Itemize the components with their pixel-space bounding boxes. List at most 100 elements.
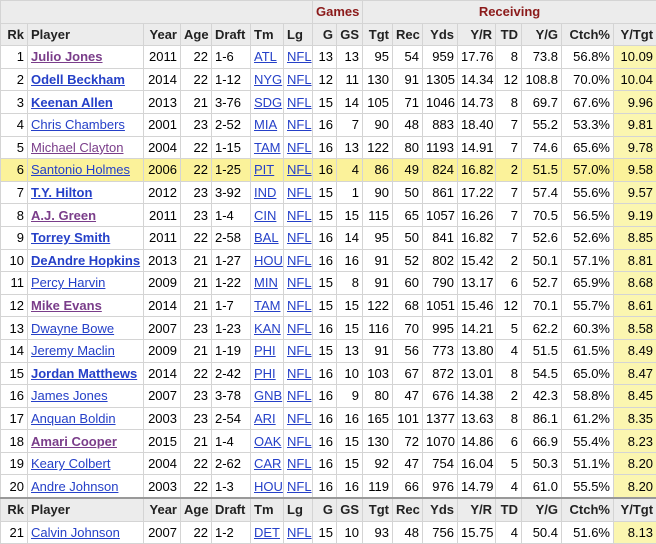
column-header[interactable]: Age: [181, 23, 212, 46]
player-link[interactable]: James Jones: [31, 388, 108, 403]
player-link[interactable]: A.J. Green: [31, 208, 96, 223]
column-header[interactable]: Age: [181, 498, 212, 521]
player-link[interactable]: Percy Harvin: [31, 275, 105, 290]
league-link[interactable]: NFL: [287, 298, 312, 313]
column-header[interactable]: Year: [144, 498, 181, 521]
column-header[interactable]: TD: [496, 498, 522, 521]
league-link[interactable]: NFL: [287, 117, 312, 132]
column-header[interactable]: Rec: [393, 498, 423, 521]
column-header[interactable]: Y/Tgt: [614, 23, 656, 46]
player-link[interactable]: Michael Clayton: [31, 140, 124, 155]
team-link[interactable]: HOU: [254, 253, 283, 268]
league-link[interactable]: NFL: [287, 162, 312, 177]
player-link[interactable]: Torrey Smith: [31, 230, 110, 245]
column-header[interactable]: Rk: [1, 23, 28, 46]
team-link[interactable]: HOU: [254, 479, 283, 494]
team-link[interactable]: NYG: [254, 72, 282, 87]
column-header[interactable]: Y/G: [522, 23, 562, 46]
column-header[interactable]: G: [313, 498, 337, 521]
league-link[interactable]: NFL: [287, 434, 312, 449]
column-header[interactable]: Lg: [284, 498, 313, 521]
player-link[interactable]: Keenan Allen: [31, 95, 113, 110]
team-link[interactable]: KAN: [254, 321, 281, 336]
team-link[interactable]: PHI: [254, 366, 276, 381]
column-header[interactable]: GS: [337, 23, 363, 46]
team-link[interactable]: ARI: [254, 411, 276, 426]
column-header[interactable]: Y/R: [458, 498, 496, 521]
column-header[interactable]: Rk: [1, 498, 28, 521]
league-link[interactable]: NFL: [287, 208, 312, 223]
cell: 2013: [144, 91, 181, 114]
player-link[interactable]: Dwayne Bowe: [31, 321, 114, 336]
league-link[interactable]: NFL: [287, 95, 312, 110]
column-header[interactable]: GS: [337, 498, 363, 521]
league-link[interactable]: NFL: [287, 479, 312, 494]
player-link[interactable]: Mike Evans: [31, 298, 102, 313]
column-header[interactable]: G: [313, 23, 337, 46]
player-link[interactable]: Anquan Boldin: [31, 411, 116, 426]
cell: 773: [423, 339, 458, 362]
league-link[interactable]: NFL: [287, 366, 312, 381]
player-link[interactable]: Andre Johnson: [31, 479, 118, 494]
team-link[interactable]: CIN: [254, 208, 276, 223]
team-link[interactable]: DET: [254, 525, 280, 540]
league-link[interactable]: NFL: [287, 343, 312, 358]
team-link[interactable]: MIN: [254, 275, 278, 290]
team-link[interactable]: CAR: [254, 456, 281, 471]
league-link[interactable]: NFL: [287, 321, 312, 336]
league-link[interactable]: NFL: [287, 185, 312, 200]
league-link[interactable]: NFL: [287, 275, 312, 290]
column-header[interactable]: TD: [496, 23, 522, 46]
player-link[interactable]: DeAndre Hopkins: [31, 253, 140, 268]
column-header[interactable]: Yds: [423, 498, 458, 521]
team-link[interactable]: PHI: [254, 343, 276, 358]
league-link[interactable]: NFL: [287, 411, 312, 426]
league-link[interactable]: NFL: [287, 230, 312, 245]
player-link[interactable]: Amari Cooper: [31, 434, 117, 449]
team-link[interactable]: TAM: [254, 298, 280, 313]
player-link[interactable]: Odell Beckham: [31, 72, 125, 87]
league-link[interactable]: NFL: [287, 72, 312, 87]
column-header[interactable]: Y/Tgt: [614, 498, 656, 521]
column-header[interactable]: Player: [28, 498, 144, 521]
player-link[interactable]: Calvin Johnson: [31, 525, 120, 540]
cell: 16: [313, 113, 337, 136]
league-link[interactable]: NFL: [287, 140, 312, 155]
team-link[interactable]: BAL: [254, 230, 279, 245]
league-link[interactable]: NFL: [287, 456, 312, 471]
player-link[interactable]: Santonio Holmes: [31, 162, 130, 177]
column-header[interactable]: Year: [144, 23, 181, 46]
team-link[interactable]: MIA: [254, 117, 277, 132]
league-link[interactable]: NFL: [287, 388, 312, 403]
column-header[interactable]: Tm: [251, 23, 284, 46]
column-header[interactable]: Rec: [393, 23, 423, 46]
column-header[interactable]: Ctch%: [562, 498, 614, 521]
column-header[interactable]: Tgt: [363, 498, 393, 521]
column-header[interactable]: Tgt: [363, 23, 393, 46]
team-link[interactable]: IND: [254, 185, 276, 200]
team-link[interactable]: OAK: [254, 434, 281, 449]
player-link[interactable]: Chris Chambers: [31, 117, 125, 132]
league-link[interactable]: NFL: [287, 253, 312, 268]
player-link[interactable]: Keary Colbert: [31, 456, 110, 471]
column-header[interactable]: Draft: [212, 23, 251, 46]
column-header[interactable]: Y/R: [458, 23, 496, 46]
column-header[interactable]: Tm: [251, 498, 284, 521]
player-link[interactable]: Jeremy Maclin: [31, 343, 115, 358]
team-link[interactable]: ATL: [254, 49, 277, 64]
team-link[interactable]: TAM: [254, 140, 280, 155]
team-link[interactable]: PIT: [254, 162, 274, 177]
column-header[interactable]: Lg: [284, 23, 313, 46]
team-link[interactable]: SDG: [254, 95, 282, 110]
league-link[interactable]: NFL: [287, 49, 312, 64]
player-link[interactable]: T.Y. Hilton: [31, 185, 92, 200]
column-header[interactable]: Ctch%: [562, 23, 614, 46]
player-link[interactable]: Julio Jones: [31, 49, 103, 64]
column-header[interactable]: Y/G: [522, 498, 562, 521]
player-link[interactable]: Jordan Matthews: [31, 366, 137, 381]
column-header[interactable]: Draft: [212, 498, 251, 521]
column-header[interactable]: Yds: [423, 23, 458, 46]
column-header[interactable]: Player: [28, 23, 144, 46]
team-link[interactable]: GNB: [254, 388, 282, 403]
league-link[interactable]: NFL: [287, 525, 312, 540]
